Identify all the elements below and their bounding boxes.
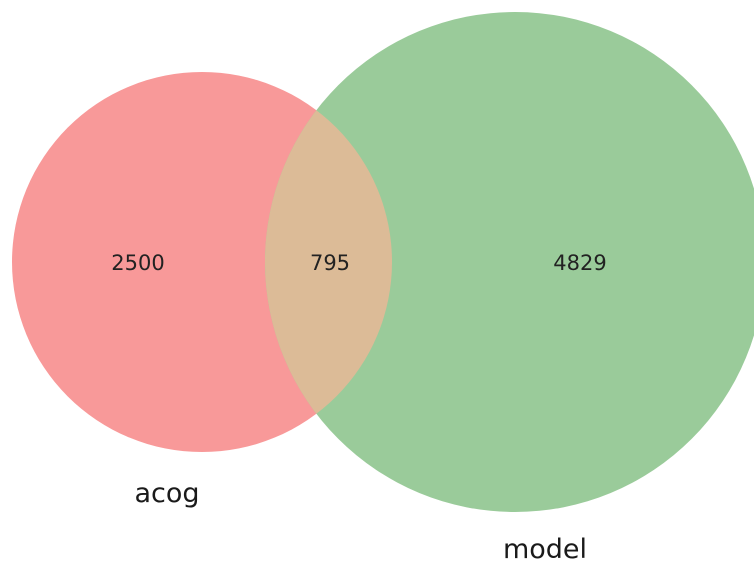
intersection-count: 795 (310, 251, 350, 275)
set-label-acog: acog (134, 478, 199, 509)
model-only-count: 4829 (553, 251, 606, 275)
acog-only-count: 2500 (111, 251, 164, 275)
set-circle-model (265, 12, 754, 512)
set-label-model: model (503, 534, 587, 565)
